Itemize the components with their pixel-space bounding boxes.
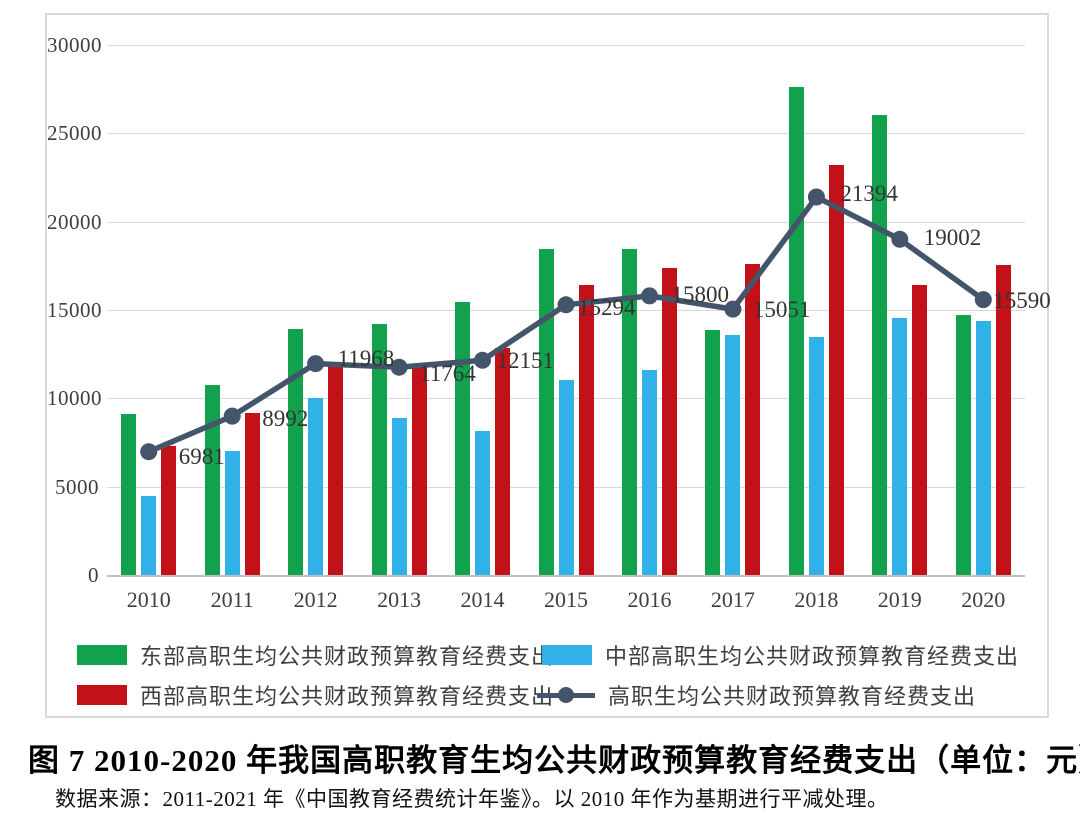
line-marker-icon — [557, 296, 575, 314]
line-marker-icon — [390, 358, 408, 376]
bar-series2-2016 — [642, 370, 657, 575]
bar-series3-2010 — [161, 446, 177, 575]
bar-series1-2020 — [955, 315, 971, 575]
bar-series3-2014 — [495, 348, 510, 575]
line-point-value-label: 12151 — [496, 348, 555, 374]
line-point-value-label: 11764 — [419, 361, 476, 387]
bar-series1-2016 — [622, 249, 637, 575]
bar-series2-2014 — [475, 431, 490, 575]
legend-item-west: 西部高职生均公共财政预算教育经费支出 — [77, 683, 554, 709]
line-marker-icon — [223, 407, 241, 425]
legend-label-west: 西部高职生均公共财政预算教育经费支出 — [140, 684, 555, 709]
legend-label-east: 东部高职生均公共财政预算教育经费支出 — [140, 644, 555, 669]
legend-item-central: 中部高职生均公共财政预算教育经费支出 — [542, 643, 1019, 669]
bar-series3-2017 — [745, 264, 761, 575]
legend-item-east: 东部高职生均公共财政预算教育经费支出 — [77, 643, 554, 669]
bar-series3-2018 — [828, 165, 844, 575]
figure-source-note: 数据来源：2011-2021 年《中国教育经费统计年鉴》。以 2010 年作为基… — [55, 787, 889, 811]
line-marker-icon — [974, 291, 992, 309]
line-point-value-label: 15800 — [671, 281, 730, 307]
legend-item-overall-line: 高职生均公共财政预算教育经费支出 — [537, 683, 976, 709]
legend-label-overall: 高职生均公共财政预算教育经费支出 — [608, 684, 977, 709]
figure-caption: 图 7 2010-2020 年我国高职教育生均公共财政预算教育经费支出（单位：元… — [28, 743, 1080, 778]
x-axis-tick-label: 2020 — [961, 587, 1006, 612]
y-axis-tick-label: 15000 — [47, 298, 102, 322]
line-marker-icon — [307, 355, 325, 373]
x-axis-tick-label: 2011 — [210, 587, 254, 612]
line-marker-icon — [641, 287, 658, 305]
bar-series1-2011 — [204, 385, 220, 575]
line-marker-icon — [537, 685, 595, 705]
x-axis-tick-label: 2010 — [126, 587, 171, 612]
y-axis-tick-label: 10000 — [47, 386, 102, 411]
bar-series2-2018 — [808, 337, 824, 575]
bar-series1-2010 — [121, 414, 137, 575]
bar-series3-2015 — [578, 285, 594, 575]
bar-series2-2020 — [975, 320, 991, 575]
bar-series2-2013 — [391, 417, 407, 575]
bar-series3-2016 — [662, 267, 677, 575]
central-series-swatch-icon — [542, 645, 592, 665]
line-point-value-label: 21394 — [840, 181, 898, 206]
bar-series2-2011 — [224, 451, 240, 575]
x-axis-line — [107, 575, 1025, 577]
x-axis-tick-label: 2016 — [627, 587, 672, 612]
bar-series1-2017 — [705, 330, 721, 575]
line-marker-icon — [807, 188, 825, 206]
line-point-value-label: 19002 — [923, 225, 982, 251]
bar-series3-2012 — [328, 364, 344, 575]
x-axis-tick-label: 2014 — [460, 587, 505, 612]
bar-series2-2012 — [308, 397, 324, 575]
bar-series1-2014 — [455, 302, 470, 575]
line-marker-icon — [474, 351, 491, 369]
bar-series2-2010 — [141, 495, 157, 575]
bar-series1-2018 — [788, 87, 804, 575]
bar-series2-2015 — [558, 379, 574, 575]
bar-series3-2020 — [995, 265, 1011, 575]
y-axis-tick-label: 25000 — [47, 121, 102, 146]
line-sample-dot — [558, 687, 574, 703]
y-axis-tick-label: 5000 — [55, 474, 99, 499]
gridline — [107, 45, 1025, 46]
line-point-value-label: 6981 — [178, 443, 225, 469]
x-axis-tick-label: 2013 — [377, 587, 422, 612]
line-point-value-label: 11968 — [337, 345, 395, 371]
line-marker-icon — [140, 443, 158, 461]
gridline — [107, 221, 1025, 223]
x-axis-tick-label: 2019 — [877, 587, 922, 612]
overall-line-series — [140, 188, 992, 461]
bar-series2-2017 — [725, 334, 741, 575]
x-axis-tick-label: 2018 — [794, 587, 839, 612]
legend-label-central: 中部高职生均公共财政预算教育经费支出 — [605, 644, 1020, 669]
y-axis-tick-label: 20000 — [47, 209, 102, 234]
bar-series1-2015 — [538, 249, 554, 575]
x-axis-tick-label: 2015 — [544, 587, 588, 612]
x-axis-tick-label: 2012 — [293, 587, 338, 612]
west-series-swatch-icon — [77, 685, 127, 705]
y-axis-tick-label: 0 — [88, 563, 99, 587]
line-point-value-label: 8992 — [262, 406, 309, 432]
bar-series3-2011 — [244, 413, 260, 575]
line-point-value-label: 15051 — [752, 297, 811, 323]
line-marker-icon — [724, 300, 742, 318]
gridline — [107, 133, 1025, 135]
plot-area: 0 5000 10000 15000 20000 25000 30000 2010 2011 20… — [47, 15, 1051, 716]
line-point-value-label: 15590 — [993, 287, 1051, 313]
bar-series3-2019 — [912, 285, 928, 575]
chart-frame: 0 5000 10000 15000 20000 25000 30000 2010 2011 20… — [45, 13, 1051, 718]
line-point-value-label: 15294 — [578, 294, 636, 320]
east-series-swatch-icon — [77, 645, 127, 665]
y-axis-tick-label: 30000 — [47, 33, 102, 57]
line-marker-icon — [891, 230, 909, 248]
x-axis-tick-label: 2017 — [710, 587, 755, 612]
bar-series1-2013 — [371, 324, 387, 575]
bar-series1-2012 — [288, 329, 304, 575]
bar-series2-2019 — [892, 317, 908, 575]
bar-series3-2013 — [411, 366, 427, 575]
